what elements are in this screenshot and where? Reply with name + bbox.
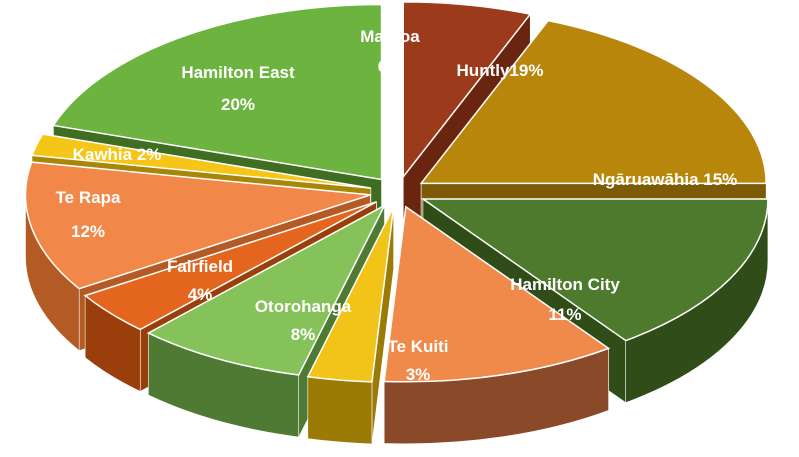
slice-hamilton-east (52, 3, 383, 181)
slice-side-te-kuiti (307, 376, 373, 445)
slice-label-maeroa: Maeroa (360, 27, 420, 46)
slice-label-huntly: Huntly19% (457, 61, 544, 80)
slice-value-otorohanga: 8% (291, 325, 316, 344)
slice-otorohanga (146, 203, 387, 376)
slice-value-maeroa: 6% (378, 57, 403, 76)
slice-te-rapa (24, 161, 371, 290)
slice-label-otorohanga: Otorohanga (255, 297, 352, 316)
pie-tops (24, 1, 769, 383)
slice-ngaruawahia (420, 198, 769, 342)
slice-hamilton-city (383, 205, 611, 383)
slice-fairfield (83, 201, 377, 331)
slice-label-te-kuiti: Te Kuiti (387, 337, 448, 356)
slice-kawhia (30, 133, 372, 189)
pie-labels: Maeroa 6% Huntly19% Ngāruawāhia 15% Hamilton… (56, 27, 738, 384)
slice-value-te-kuiti: 3% (406, 365, 431, 384)
slice-maeroa (402, 1, 532, 180)
slice-label-fairfield: Fairfield (167, 257, 233, 276)
slice-huntly (419, 19, 767, 185)
slice-label-hamilton-city: Hamilton City (510, 275, 620, 294)
slice-value-hamilton-east: 20% (221, 95, 255, 114)
slice-value-hamilton-city: 11% (548, 305, 581, 324)
slice-te-kuiti (306, 206, 395, 383)
slice-label-kawhia: Kawhia 2% (73, 145, 162, 164)
slice-label-ngaruawahia: Ngāruawāhia 15% (593, 170, 738, 189)
slice-value-fairfield: 4% (188, 285, 213, 304)
slice-value-te-rapa: 12% (71, 222, 105, 241)
slice-label-te-rapa: Te Rapa (56, 188, 121, 207)
slice-label-hamilton-east: Hamilton East (181, 63, 295, 82)
